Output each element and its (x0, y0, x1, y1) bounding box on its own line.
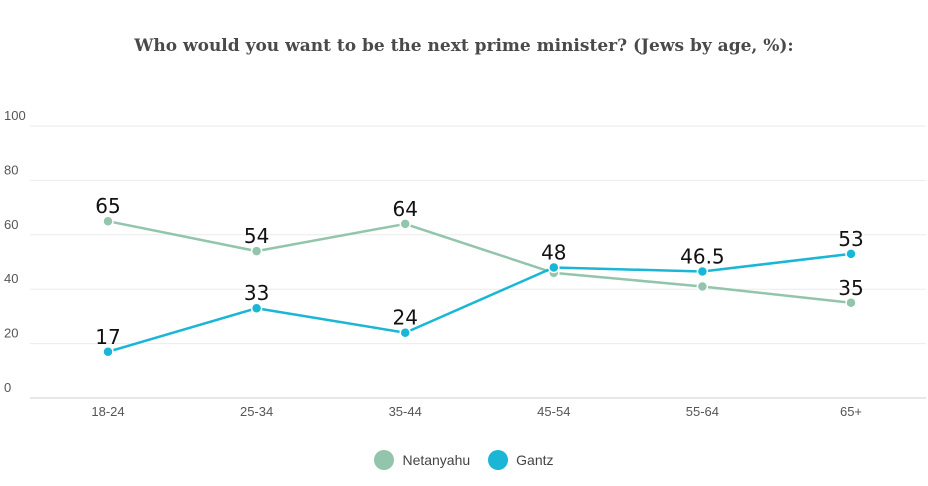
point-netanyahu-18-24[interactable] (102, 215, 114, 227)
point-gantz-65+[interactable] (845, 248, 857, 260)
data-labels-group: 65 54 64 35 17 33 24 48 46.5 53 (95, 194, 863, 349)
point-gantz-25-34[interactable] (250, 302, 263, 314)
x-tick-label-65+: 65+ (840, 404, 862, 419)
x-tick-label-45-54: 45-54 (537, 404, 570, 419)
point-netanyahu-65+[interactable] (845, 297, 857, 309)
data-label-gantz-25-34: 33 (244, 281, 269, 305)
point-gantz-18-24[interactable] (102, 346, 114, 358)
legend-swatch-gantz (488, 450, 509, 470)
point-gantz-55-64[interactable] (696, 265, 709, 278)
data-label-gantz-45-54: 48 (541, 240, 566, 264)
data-label-gantz-65+: 53 (838, 227, 863, 251)
x-tick-label-25-34: 25-34 (240, 404, 273, 419)
data-label-gantz-55-64: 46.5 (680, 245, 725, 269)
data-label-netanyahu-25-34: 54 (244, 224, 269, 248)
data-label-netanyahu-35-44: 64 (392, 197, 417, 221)
y-tick-label-40: 40 (4, 271, 18, 286)
y-tick-labels: 0 20 40 60 80 100 (4, 108, 26, 395)
legend-label-gantz: Gantz (516, 452, 554, 468)
x-tick-label-35-44: 35-44 (389, 404, 422, 419)
legend-item-netanyahu[interactable]: Netanyahu (374, 450, 470, 470)
y-tick-label-60: 60 (4, 217, 18, 232)
legend-label-netanyahu: Netanyahu (402, 452, 471, 468)
data-label-netanyahu-18-24: 65 (95, 194, 120, 218)
legend: Netanyahu Gantz (0, 450, 928, 470)
point-gantz-35-44[interactable] (399, 326, 411, 339)
point-netanyahu-55-64[interactable] (696, 280, 709, 293)
chart-title: Who would you want to be the next prime … (134, 36, 794, 56)
y-tick-label-100: 100 (4, 108, 26, 123)
y-tick-label-80: 80 (4, 162, 18, 177)
series-line-netanyahu (107, 219, 852, 305)
legend-item-gantz[interactable]: Gantz (488, 450, 554, 470)
series-line-gantz (107, 252, 852, 353)
point-netanyahu-25-34[interactable] (250, 245, 263, 257)
data-label-netanyahu-65+: 35 (838, 276, 863, 300)
y-tick-label-20: 20 (4, 326, 18, 341)
grid-lines (30, 125, 926, 399)
line-chart: 0 20 40 60 80 100 18-24 25-34 35-44 45-54 55-64 65… (4, 108, 926, 419)
point-gantz-45-54[interactable] (548, 261, 560, 274)
point-netanyahu-35-44[interactable] (399, 218, 411, 230)
x-tick-label-55-64: 55-64 (686, 404, 719, 419)
x-tick-labels: 18-24 25-34 35-44 45-54 55-64 65+ (91, 404, 862, 419)
data-label-gantz-35-44: 24 (392, 306, 417, 330)
series-group (102, 215, 857, 358)
x-tick-label-18-24: 18-24 (91, 404, 124, 419)
data-label-gantz-18-24: 17 (95, 325, 120, 349)
y-tick-label-0: 0 (4, 380, 11, 395)
legend-swatch-netanyahu (374, 450, 395, 470)
